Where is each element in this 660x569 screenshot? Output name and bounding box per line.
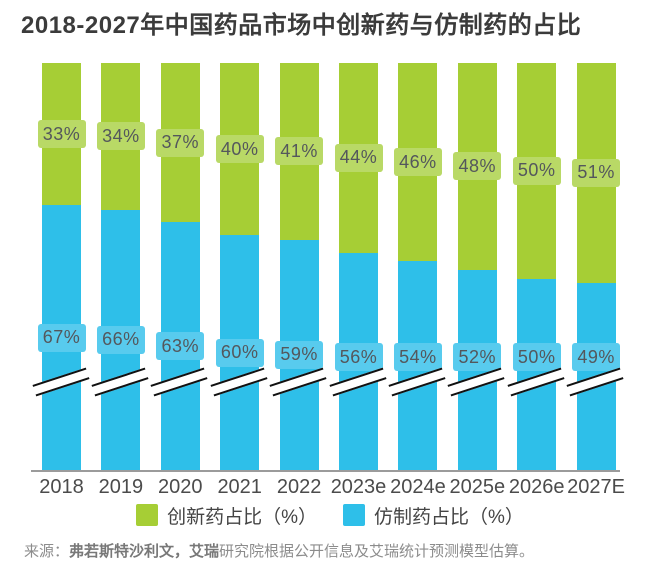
bar-2025e (457, 63, 497, 470)
page-title: 2018-2027年中国药品市场中创新药与仿制药的占比 (21, 12, 582, 39)
bar-2023e (339, 63, 378, 470)
source-prefix: 来源： (24, 543, 70, 560)
legend: 创新药占比（%） 仿制药占比（%） (0, 502, 660, 528)
source-note: 来源：弗若斯特沙利文，艾瑞研究院根据公开信息及艾瑞统计预测模型估算。 (24, 540, 644, 561)
innovative-value-label: 33% (37, 120, 86, 149)
legend-label: 创新药占比（%） (167, 506, 317, 528)
innovative-value-label: 44% (334, 143, 383, 172)
innovative-swatch-icon (136, 504, 159, 526)
innovative-value-label: 46% (393, 148, 442, 177)
bar-2024e (398, 63, 438, 470)
innovative-value-label: 40% (215, 135, 264, 164)
generic-value-label: 67% (37, 323, 86, 352)
innovative-value-label: 37% (156, 128, 205, 157)
legend-item-generic: 仿制药占比（%） (343, 502, 524, 529)
x-axis-label-2024e: 2024e (390, 476, 446, 498)
generic-value-label: 52% (453, 343, 502, 371)
generic-value-label: 54% (393, 343, 442, 371)
innovative-value-label: 50% (512, 156, 561, 185)
generic-value-label: 49% (572, 343, 621, 371)
generic-value-label: 60% (215, 338, 264, 367)
x-axis-label-2023e: 2023e (330, 476, 387, 498)
generic-value-label: 50% (512, 343, 561, 371)
x-axis-label-2019: 2019 (98, 476, 144, 498)
x-axis-label-2026e: 2026e (508, 476, 565, 498)
x-axis-label-2022: 2022 (276, 476, 322, 498)
generic-value-label: 66% (96, 325, 145, 354)
bar-2022 (279, 63, 319, 470)
legend-item-innovative: 创新药占比（%） (136, 502, 317, 529)
bar-2020 (160, 63, 200, 470)
generic-swatch-icon (343, 504, 365, 526)
source-rest: 研究院根据公开信息及艾瑞统计预测模型估算。 (219, 543, 535, 560)
generic-value-label: 56% (334, 343, 383, 371)
generic-value-label: 63% (156, 332, 205, 361)
x-axis-label-2020: 2020 (158, 476, 203, 498)
innovative-value-label: 41% (275, 137, 324, 166)
innovative-value-label: 34% (96, 122, 145, 151)
x-axis-label-2025e: 2025e (449, 476, 506, 498)
generic-value-label: 59% (275, 340, 324, 369)
bar-2026e (517, 63, 557, 470)
x-axis-label-2018: 2018 (39, 476, 84, 498)
source-names: 弗若斯特沙利文，艾瑞 (69, 543, 220, 560)
innovative-value-label: 48% (453, 152, 502, 181)
x-axis-label-2021: 2021 (217, 476, 262, 498)
innovative-value-label: 51% (572, 158, 621, 187)
bar-2027E (576, 63, 616, 470)
legend-label: 仿制药占比（%） (374, 506, 524, 528)
x-axis-line (31, 470, 620, 472)
x-axis-label-2027E: 2027E (567, 476, 626, 498)
bar-2021 (220, 63, 260, 470)
